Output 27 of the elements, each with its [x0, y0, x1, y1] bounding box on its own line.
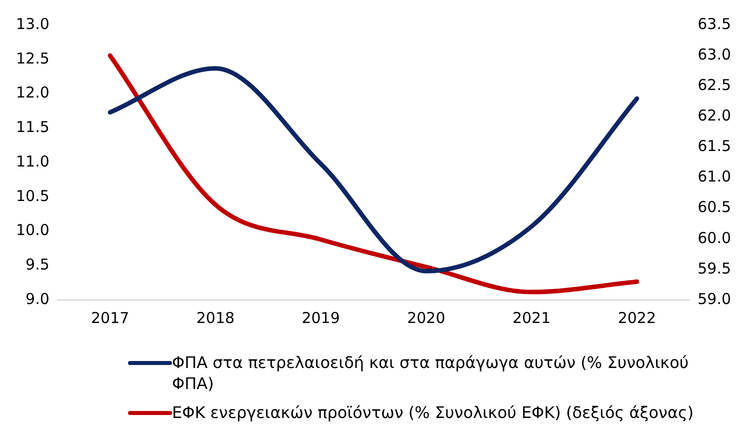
- y-tick-label: 11.5: [16, 118, 50, 136]
- x-tick-label: 2019: [302, 308, 340, 327]
- y-tick-label: 9.5: [26, 256, 50, 274]
- y2-tick-label: 60.5: [698, 198, 732, 216]
- legend-label: ΕΦΚ ενεργειακών προϊόντων (% Συνολικού ΕΦΚ) (δεξιός άξονας): [172, 402, 694, 423]
- x-tick-label: 2020: [407, 308, 446, 327]
- x-tick-label: 2021: [512, 308, 551, 327]
- x-tick-label: 2022: [618, 308, 656, 327]
- y2-tick-label: 60.0: [698, 228, 732, 247]
- y2-tick-label: 62.5: [698, 76, 732, 94]
- y-tick-label: 11.0: [16, 152, 50, 170]
- x-tick-label: 2018: [196, 308, 235, 327]
- x-tick-label: 2017: [90, 308, 130, 327]
- y-tick-label: 9.0: [26, 290, 50, 308]
- y2-tick-label: 59.0: [698, 290, 732, 308]
- y-tick-label: 10.5: [16, 186, 50, 205]
- y2-tick-label: 59.5: [698, 259, 732, 278]
- y2-tick-label: 62.0: [698, 106, 732, 125]
- legend-label: ΦΠΑ στα πετρελαιοειδή και στα παράγωγα αυτών (% Συνολικού ΦΠΑ): [172, 352, 690, 394]
- y2-tick-label: 61.5: [698, 137, 732, 156]
- y-tick-label: 10.0: [16, 221, 50, 240]
- y2-tick-label: 63.0: [698, 45, 732, 64]
- y-tick-label: 13.0: [16, 14, 50, 33]
- y-tick-label: 12.0: [16, 84, 50, 102]
- y-tick-label: 12.5: [16, 49, 50, 68]
- y2-tick-label: 63.5: [698, 14, 732, 33]
- y2-tick-label: 61.0: [698, 168, 732, 186]
